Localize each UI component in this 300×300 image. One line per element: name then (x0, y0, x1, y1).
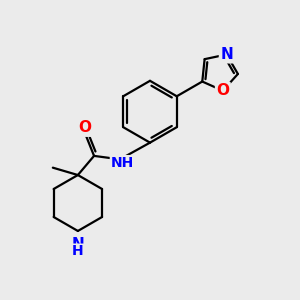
Text: O: O (79, 120, 92, 135)
Text: H: H (72, 244, 84, 258)
Text: N: N (220, 47, 233, 62)
Text: N: N (71, 237, 84, 252)
Text: NH: NH (110, 156, 134, 170)
Text: O: O (216, 83, 229, 98)
